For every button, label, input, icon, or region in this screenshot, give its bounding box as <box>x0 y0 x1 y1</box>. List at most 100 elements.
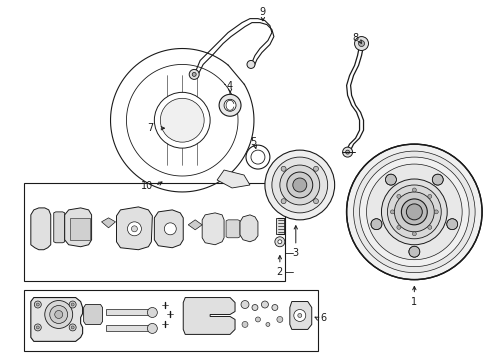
Circle shape <box>246 60 254 68</box>
Polygon shape <box>31 298 82 341</box>
Circle shape <box>366 164 461 260</box>
Circle shape <box>386 185 440 239</box>
Circle shape <box>401 199 427 225</box>
Polygon shape <box>64 208 91 247</box>
Circle shape <box>69 324 76 331</box>
Bar <box>275 218 283 234</box>
Text: 7: 7 <box>147 123 153 133</box>
Circle shape <box>250 150 264 164</box>
Circle shape <box>342 147 352 157</box>
Bar <box>69 218 89 240</box>
Circle shape <box>406 204 422 220</box>
Circle shape <box>431 174 442 185</box>
Circle shape <box>358 41 364 46</box>
Circle shape <box>394 192 433 232</box>
Bar <box>105 310 150 315</box>
Circle shape <box>50 306 67 323</box>
Circle shape <box>71 326 74 329</box>
Circle shape <box>241 301 248 309</box>
Circle shape <box>353 151 474 273</box>
Circle shape <box>160 98 203 142</box>
Circle shape <box>34 324 41 331</box>
Circle shape <box>427 194 431 198</box>
Circle shape <box>345 150 349 154</box>
Polygon shape <box>188 220 202 230</box>
Circle shape <box>276 316 282 323</box>
Circle shape <box>359 157 468 267</box>
Circle shape <box>274 237 285 247</box>
Polygon shape <box>202 213 224 245</box>
Circle shape <box>293 310 305 321</box>
Circle shape <box>313 199 318 204</box>
Polygon shape <box>217 170 249 188</box>
Circle shape <box>281 199 285 204</box>
Text: 4: 4 <box>226 81 233 91</box>
Circle shape <box>264 150 334 220</box>
Circle shape <box>271 305 277 310</box>
Text: 10: 10 <box>141 181 153 191</box>
Circle shape <box>147 323 157 333</box>
Circle shape <box>446 219 457 230</box>
Circle shape <box>313 166 318 171</box>
Bar <box>24 289 317 351</box>
Circle shape <box>389 210 394 214</box>
Circle shape <box>245 145 269 169</box>
Circle shape <box>354 37 368 50</box>
Polygon shape <box>116 207 152 250</box>
Circle shape <box>385 174 396 185</box>
Polygon shape <box>102 218 115 228</box>
Circle shape <box>346 144 481 280</box>
Circle shape <box>154 92 210 148</box>
Circle shape <box>381 179 447 245</box>
Circle shape <box>224 99 236 111</box>
Circle shape <box>279 165 319 205</box>
Circle shape <box>55 310 62 319</box>
Circle shape <box>189 69 199 80</box>
Circle shape <box>411 188 415 192</box>
Text: 9: 9 <box>259 6 265 17</box>
Circle shape <box>34 301 41 308</box>
Polygon shape <box>31 208 51 250</box>
Circle shape <box>71 303 74 306</box>
Text: 8: 8 <box>352 32 358 42</box>
Text: 6: 6 <box>320 314 326 324</box>
Circle shape <box>433 210 437 214</box>
Polygon shape <box>54 212 64 243</box>
Circle shape <box>219 94 241 116</box>
Bar <box>105 325 150 332</box>
Polygon shape <box>183 298 235 334</box>
Circle shape <box>396 194 400 198</box>
Polygon shape <box>154 210 183 248</box>
Bar <box>24 183 285 280</box>
Circle shape <box>411 232 415 236</box>
Text: 3: 3 <box>292 248 298 258</box>
Polygon shape <box>289 302 311 329</box>
Circle shape <box>261 301 268 308</box>
Circle shape <box>277 240 281 244</box>
Circle shape <box>408 246 419 257</box>
Circle shape <box>427 225 431 229</box>
Circle shape <box>242 321 247 328</box>
Circle shape <box>255 317 260 322</box>
Circle shape <box>396 225 400 229</box>
Circle shape <box>271 157 327 213</box>
Circle shape <box>281 166 285 171</box>
Text: 5: 5 <box>249 137 256 147</box>
Circle shape <box>370 219 381 230</box>
Circle shape <box>292 178 306 192</box>
Circle shape <box>286 172 312 198</box>
Circle shape <box>131 226 137 232</box>
Polygon shape <box>83 305 102 324</box>
Circle shape <box>127 222 141 236</box>
Circle shape <box>36 326 39 329</box>
Circle shape <box>265 323 269 327</box>
Circle shape <box>69 301 76 308</box>
Circle shape <box>192 72 196 76</box>
Circle shape <box>297 314 301 318</box>
Circle shape <box>45 301 73 328</box>
Polygon shape <box>225 220 240 238</box>
Text: 1: 1 <box>410 297 417 306</box>
Circle shape <box>36 303 39 306</box>
Circle shape <box>147 307 157 318</box>
Polygon shape <box>240 215 258 242</box>
